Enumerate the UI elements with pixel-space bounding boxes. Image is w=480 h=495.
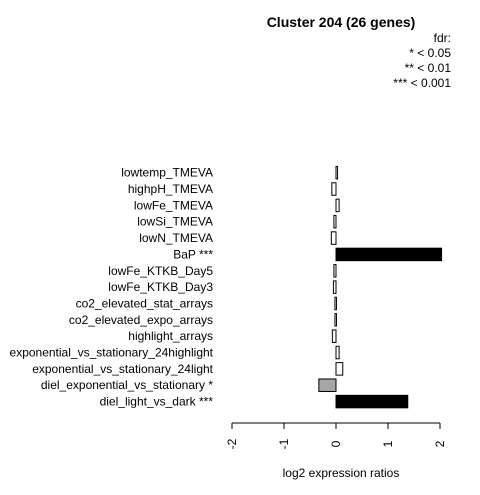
x-tick-label: 0: [329, 440, 343, 447]
category-label: lowtemp_TMEVA: [121, 166, 213, 180]
bar: [331, 329, 337, 343]
category-label: lowSi_TMEVA: [137, 215, 213, 229]
bar: [334, 296, 337, 311]
category-label: exponential_vs_stationary_24light: [32, 362, 213, 376]
category-label: diel_light_vs_dark ***: [100, 395, 214, 409]
bar: [333, 214, 337, 229]
category-label: highlight_arrays: [128, 329, 213, 343]
bar: [335, 394, 409, 409]
bar: [335, 362, 344, 376]
category-label: co2_elevated_stat_arrays: [76, 296, 213, 310]
bar: [335, 198, 340, 213]
chart-title: Cluster 204 (26 genes): [267, 14, 416, 30]
bar: [318, 378, 337, 392]
category-label: diel_exponential_vs_stationary *: [41, 378, 213, 392]
category-label: lowN_TMEVA: [139, 231, 213, 245]
bar: [332, 280, 337, 294]
category-label: exponential_vs_stationary_24highlight: [10, 346, 214, 360]
x-axis-label: log2 expression ratios: [283, 466, 400, 480]
bar: [334, 313, 337, 327]
category-label: lowFe_KTKB_Day5: [108, 264, 213, 278]
bar: [333, 264, 337, 278]
x-tick-label: 2: [433, 440, 447, 447]
bar: [335, 247, 443, 262]
category-labels: lowtemp_TMEVA highpH_TMEVA lowFe_TMEVA lowS…: [10, 166, 214, 409]
bar: [331, 182, 337, 196]
category-label: co2_elevated_expo_arrays: [69, 313, 213, 327]
legend-entry: * < 0.05: [409, 46, 451, 60]
x-tick-label: -1: [277, 438, 291, 449]
x-tick-label: 1: [381, 440, 395, 447]
legend-entry: *** < 0.001: [393, 76, 451, 90]
bars-group: [318, 165, 443, 409]
bar: [330, 231, 337, 245]
bar: [335, 345, 340, 360]
bar: [335, 165, 339, 180]
category-label: lowFe_TMEVA: [134, 198, 213, 212]
x-axis: -2 -1 0 1 2: [225, 422, 447, 449]
category-label: lowFe_KTKB_Day3: [108, 280, 213, 294]
category-label: BaP ***: [173, 247, 213, 261]
legend-title: fdr:: [434, 31, 451, 45]
x-tick-label: -2: [225, 438, 239, 449]
category-label: highpH_TMEVA: [128, 182, 213, 196]
legend-entry: ** < 0.01: [405, 61, 452, 75]
legend: fdr: * < 0.05 ** < 0.01 *** < 0.001: [393, 31, 451, 90]
